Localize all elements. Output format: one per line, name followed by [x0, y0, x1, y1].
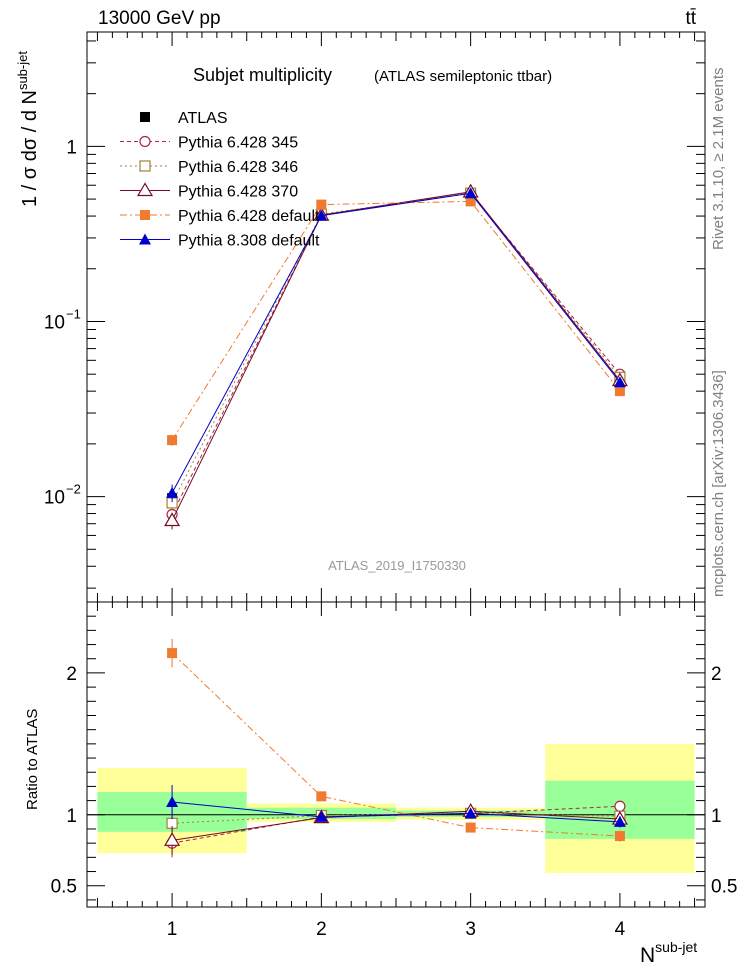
ratio-y-tick-label-left: 2 [66, 664, 77, 685]
legend-label-pythia-6-428-default: Pythia 6.428 default [178, 208, 320, 225]
legend-label-pythia-6-428-346: Pythia 6.428 346 [178, 159, 298, 176]
legend-marker-pythia-6-428-default [140, 210, 150, 220]
series-point-pythia-6-428-default [167, 435, 178, 446]
series-point-pythia-8-308-default [464, 187, 477, 199]
legend-marker-pythia-8-308-default [139, 233, 151, 245]
energy-label: 13000 GeV pp [98, 8, 221, 29]
x-tick-label: 2 [316, 919, 327, 940]
ratio-y-tick-label-right: 1 [711, 806, 722, 827]
ratio-point-pythia-8-308-default [315, 810, 328, 822]
y-tick-label: 1 [66, 137, 77, 158]
legend-marker-pythia-6-428-346 [139, 160, 151, 172]
series-line-pythia-6-428-370 [171, 191, 621, 521]
series-point-pythia-8-308-default [613, 376, 626, 388]
y-axis-label: 1 / σ dσ / d Nsub-jet [15, 51, 41, 207]
series-point-pythia-6-428-default [465, 196, 476, 207]
legend-label-pythia-6-428-345: Pythia 6.428 345 [178, 135, 298, 152]
ratio-line-pythia-6-428-370 [172, 810, 620, 841]
ratio-point-pythia-6-428-default [167, 648, 178, 659]
series-point-pythia-6-428-default [614, 386, 625, 397]
ratio-point-pythia-6-428-370 [164, 832, 181, 846]
legend-label-pythia-8-308-default: Pythia 8.308 default [178, 233, 320, 250]
series-point-pythia-8-308-default [315, 209, 328, 221]
axis-tick-labels: 1 2 3 410 −210 −110.5 0.51 12 2 [44, 137, 738, 940]
y-tick-exponent: −2 [66, 482, 81, 497]
y-tick-label: 10 [44, 488, 65, 509]
ratio-y-tick-label-right: 0.5 [711, 877, 737, 898]
ratio-point-pythia-6-428-345 [614, 800, 626, 812]
x-axis-label: Nsub-jet [640, 939, 697, 967]
series-line-pythia-8-308-default [171, 192, 621, 494]
generator-info: Rivet 3.1.10, ≥ 2.1M events [710, 68, 727, 251]
legend-label-pythia-6-428-370: Pythia 6.428 370 [178, 184, 298, 201]
ratio-series-layer [164, 638, 628, 858]
ratio-point-pythia-6-428-default [614, 831, 625, 842]
ratio-y-tick-label-left: 0.5 [51, 877, 77, 898]
ratio-point-pythia-8-308-default [464, 807, 477, 819]
y-tick-exponent: −1 [66, 306, 81, 321]
ratio-point-pythia-6-428-default [465, 822, 476, 833]
axis-ticks [87, 32, 705, 907]
legend-label-atlas: ATLAS [178, 110, 228, 127]
ratio-y-axis-label: Ratio to ATLAS [24, 709, 41, 810]
chart-title: Subjet multiplicity [193, 65, 332, 85]
ratio-y-tick-label-right: 2 [711, 664, 722, 685]
ratio-bands [87, 743, 705, 873]
series-point-pythia-8-308-default [166, 486, 179, 498]
ratio-line-pythia-8-308-default [172, 801, 620, 823]
ratio-y-tick-label-left: 1 [66, 806, 77, 827]
source-info: mcplots.cern.ch [arXiv:1306.3436] [710, 370, 727, 597]
chart-subtitle: (ATLAS semileptonic ttbar) [374, 68, 552, 85]
ratio-point-pythia-8-308-default [166, 796, 179, 808]
series-point-pythia-6-428-default [316, 199, 327, 210]
x-tick-label: 1 [167, 919, 178, 940]
process-label: tt̄ [685, 8, 696, 29]
legend: ATLAS Pythia 6.428 345 Pythia 6.428 346 Pyt… [120, 110, 320, 250]
analysis-id: ATLAS_2019_I1750330 [328, 558, 466, 573]
legend-marker-pythia-6-428-370 [136, 182, 154, 197]
series-layer [164, 183, 628, 530]
x-tick-label: 4 [615, 919, 626, 940]
x-tick-label: 3 [465, 919, 476, 940]
series-line-pythia-6-428-default [171, 200, 621, 441]
series-point-pythia-6-428-370 [164, 512, 181, 527]
ratio-point-pythia-6-428-default [316, 791, 327, 802]
legend-marker-pythia-6-428-345 [139, 135, 151, 148]
ratio-point-pythia-8-308-default [613, 815, 626, 827]
legend-marker-atlas [140, 112, 150, 122]
y-tick-label: 10 [44, 312, 65, 333]
